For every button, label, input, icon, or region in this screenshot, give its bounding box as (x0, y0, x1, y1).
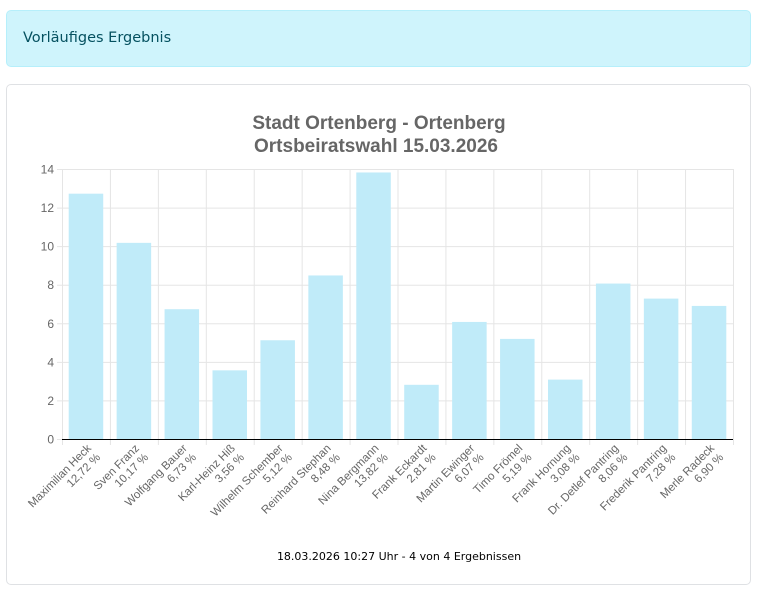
y-tick-label: 0 (47, 433, 54, 447)
bar (643, 298, 679, 439)
bar (595, 283, 631, 439)
bar (308, 275, 343, 439)
grid-lines (57, 169, 734, 445)
bar (212, 370, 248, 439)
bar (116, 242, 152, 439)
y-tick-label: 2 (47, 394, 54, 408)
chart-title-line-2: Ortsbeiratswahl 15.03.2026 (254, 136, 498, 157)
bars (68, 172, 727, 439)
y-tick-label: 12 (41, 201, 55, 215)
alert-text: Vorläufiges Ergebnis (23, 30, 172, 46)
bar (404, 384, 439, 439)
y-tick-label: 4 (47, 355, 54, 369)
bar (691, 305, 727, 439)
bar (164, 309, 200, 439)
y-tick-label: 6 (47, 317, 54, 331)
bar (356, 172, 391, 439)
bar (68, 193, 104, 439)
y-tick-label: 14 (41, 163, 55, 177)
bar (500, 338, 535, 439)
y-axis-ticks: 0 2 4 6 8 10 12 14 (41, 163, 55, 447)
bar (452, 321, 487, 439)
chart-title-line-1: Stadt Ortenberg - Ortenberg (252, 113, 505, 134)
bar (547, 379, 583, 439)
results-footer: 18.03.2026 10:27 Uhr - 4 von 4 Ergebniss… (277, 550, 521, 563)
y-tick-label: 10 (41, 240, 55, 254)
y-tick-label: 8 (47, 278, 54, 292)
status-alert: Vorläufiges Ergebnis (6, 10, 751, 67)
bar (260, 340, 295, 439)
